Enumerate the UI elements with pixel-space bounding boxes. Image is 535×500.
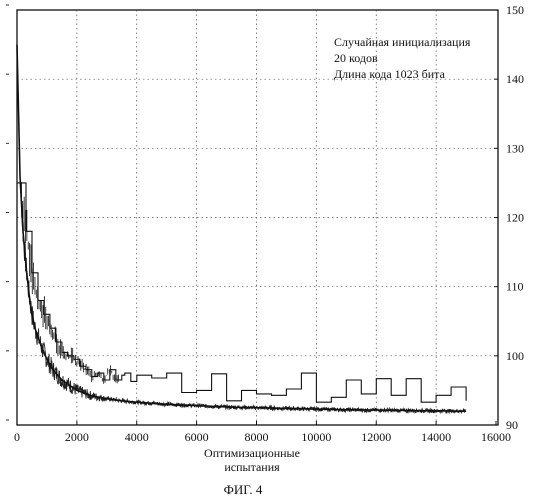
y-tick-label: 140 bbox=[506, 72, 524, 86]
x-tick-label: 6000 bbox=[185, 430, 209, 444]
x-axis-label-line-1: Оптимизационные bbox=[204, 446, 300, 460]
annotation-line-2: 20 кодов bbox=[334, 51, 378, 65]
series-group bbox=[17, 45, 466, 414]
x-tick-label: 10000 bbox=[301, 430, 331, 444]
x-tick-label: 14000 bbox=[421, 430, 451, 444]
y-tick-label: 120 bbox=[506, 211, 524, 225]
y-tick-label: 150 bbox=[506, 3, 524, 17]
y-tick-label: 110 bbox=[506, 280, 524, 294]
series-envelope-mean bbox=[17, 45, 466, 412]
annotation-line-3: Длина кода 1023 бита bbox=[334, 67, 446, 81]
x-tick-label: 16000 bbox=[481, 430, 511, 444]
annotation-line-1: Случайная инициализация bbox=[334, 35, 471, 49]
left-axis-tick-stubs bbox=[6, 5, 9, 420]
figure-caption: ФИГ. 4 bbox=[224, 482, 263, 497]
x-tick-label: 8000 bbox=[245, 430, 269, 444]
series-envelope-line bbox=[17, 45, 466, 413]
x-tick-label: 12000 bbox=[361, 430, 391, 444]
y-tick-label: 100 bbox=[506, 349, 524, 363]
x-tick-label: 4000 bbox=[125, 430, 149, 444]
x-tick-label: 2000 bbox=[65, 430, 89, 444]
y-tick-label: 90 bbox=[506, 418, 518, 432]
x-axis-label-line-2: испытания bbox=[224, 460, 280, 474]
annotation: Случайная инициализация 20 кодов Длина к… bbox=[334, 35, 471, 81]
x-tick-label: 0 bbox=[14, 430, 20, 444]
series-step-line bbox=[17, 183, 466, 402]
y-tick-label: 130 bbox=[506, 141, 524, 155]
